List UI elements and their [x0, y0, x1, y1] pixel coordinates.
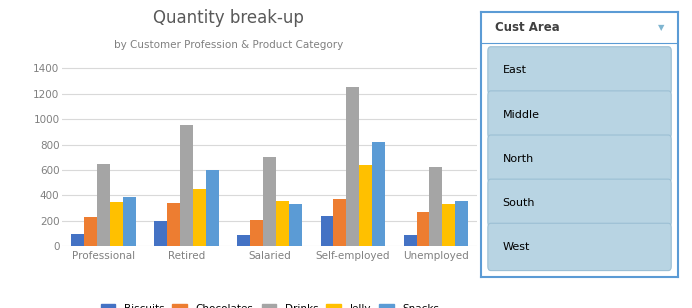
FancyBboxPatch shape — [488, 223, 671, 271]
Text: Quantity break-up: Quantity break-up — [153, 9, 304, 27]
Bar — [430, 168, 442, 246]
Bar — [193, 189, 206, 246]
Bar — [181, 125, 193, 246]
Bar — [206, 170, 219, 246]
Bar — [372, 142, 385, 246]
Bar — [110, 202, 123, 246]
Bar — [251, 220, 264, 246]
FancyBboxPatch shape — [488, 91, 671, 138]
Bar — [264, 157, 276, 246]
Text: North: North — [502, 154, 534, 164]
Bar — [417, 212, 430, 246]
FancyBboxPatch shape — [488, 179, 671, 226]
Bar — [84, 217, 98, 246]
Bar — [154, 221, 167, 246]
Bar — [237, 235, 251, 246]
Text: West: West — [502, 242, 530, 252]
Text: East: East — [502, 65, 527, 75]
Bar — [442, 204, 455, 246]
FancyBboxPatch shape — [488, 135, 671, 182]
Bar — [71, 234, 84, 246]
Bar — [334, 199, 347, 246]
Legend: Biscuits, Chocolates, Drinks, Jelly, Snacks: Biscuits, Chocolates, Drinks, Jelly, Sna… — [96, 299, 444, 308]
Text: Middle: Middle — [502, 110, 540, 120]
Bar — [123, 197, 136, 246]
Bar — [320, 216, 334, 246]
Bar — [359, 165, 372, 246]
FancyBboxPatch shape — [488, 47, 671, 94]
Bar — [455, 201, 468, 246]
Text: ▼: ▼ — [658, 23, 665, 32]
FancyBboxPatch shape — [481, 12, 678, 43]
Bar — [347, 87, 359, 246]
Text: Cust Area: Cust Area — [495, 21, 560, 34]
Text: South: South — [502, 198, 535, 208]
Text: by Customer Profession & Product Category: by Customer Profession & Product Categor… — [113, 40, 343, 50]
Bar — [167, 203, 181, 246]
Bar — [276, 201, 289, 246]
Bar — [403, 235, 417, 246]
Bar — [289, 205, 302, 246]
Bar — [98, 164, 110, 246]
